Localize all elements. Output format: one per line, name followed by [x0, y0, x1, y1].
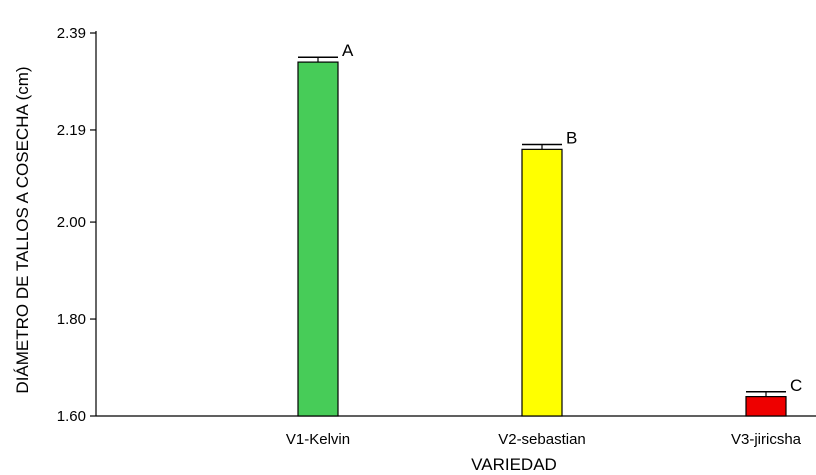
y-tick-label: 2.39	[57, 25, 86, 42]
x-tick-label: V3-jiricsha	[731, 431, 802, 448]
y-axis-title: DIÁMETRO DE TALLOS A COSECHA (cm)	[13, 66, 32, 393]
x-tick-label: V2-sebastian	[498, 431, 586, 448]
y-tick-label: 2.19	[57, 122, 86, 139]
significance-letter: B	[566, 129, 577, 148]
x-axis-title: VARIEDAD	[471, 455, 557, 474]
y-tick-label: 1.80	[57, 311, 86, 328]
y-tick-label: 1.60	[57, 408, 86, 425]
significance-letter: A	[342, 41, 354, 60]
y-ticks: 1.60 1.80 2.00 2.19 2.39	[57, 25, 96, 425]
bar-v2-sebastian	[521, 148, 563, 417]
bars: A B C	[297, 41, 802, 417]
significance-letter: C	[790, 376, 802, 395]
y-tick-label: 2.00	[57, 214, 86, 231]
x-tick-labels: V1-Kelvin V2-sebastian V3-jiricsha	[286, 431, 802, 448]
bar-v3-jiricsha	[745, 396, 787, 417]
bar-v1-kelvin	[297, 61, 339, 417]
x-tick-label: V1-Kelvin	[286, 431, 350, 448]
